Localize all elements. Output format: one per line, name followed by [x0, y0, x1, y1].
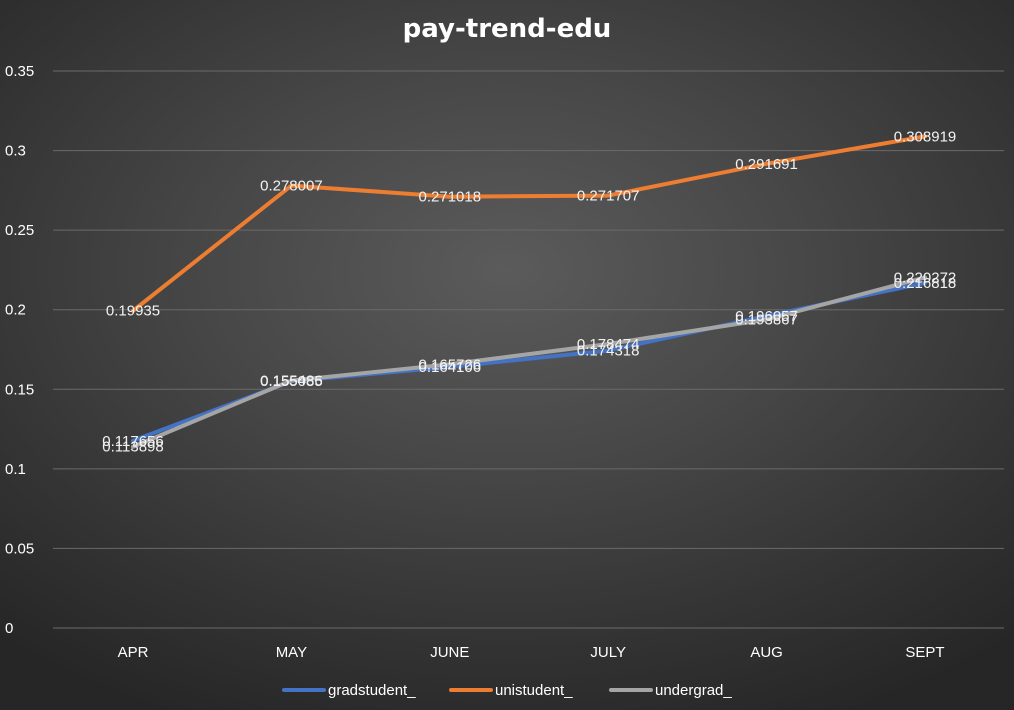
data-labels: 0.117656 0.155085 0.164106 0.174318 0.196057… — [102, 128, 956, 455]
data-label: 0.308919 — [894, 128, 957, 145]
data-label: 0.178474 — [577, 336, 640, 353]
data-label: 0.19935 — [106, 303, 160, 320]
data-label: 0.165726 — [419, 356, 482, 373]
data-label: 0.155085 — [260, 373, 323, 390]
series-lines — [131, 134, 927, 449]
x-tick-label: AUG — [750, 644, 783, 661]
y-tick-label: 0 — [5, 620, 13, 637]
legend-label: undergrad_ — [655, 682, 732, 699]
y-axis-ticks: 0 0.05 0.1 0.15 0.2 0.25 0.3 0.35 — [5, 63, 34, 637]
data-label: 0.113898 — [102, 439, 163, 456]
data-label: 0.216818 — [894, 275, 957, 292]
data-label: 0.220272 — [894, 269, 957, 286]
y-tick-label: 0.35 — [5, 63, 34, 80]
series-line-unistudent — [131, 134, 927, 313]
x-tick-label: JULY — [590, 644, 626, 661]
data-label: 0.193867 — [735, 311, 798, 328]
y-tick-label: 0.1 — [5, 461, 26, 478]
y-tick-label: 0.2 — [5, 302, 26, 319]
data-label: 0.291691 — [735, 156, 798, 173]
gridlines — [53, 70, 1004, 629]
legend-label: unistudent_ — [495, 682, 573, 699]
data-label: 0.164106 — [419, 359, 482, 376]
x-tick-label: JUNE — [430, 644, 469, 661]
data-label: 0.271018 — [419, 189, 482, 206]
x-tick-label: APR — [118, 644, 149, 661]
data-label: 0.278007 — [260, 178, 323, 195]
data-label: 0.271707 — [577, 188, 640, 205]
data-label: 0.196057 — [735, 308, 798, 325]
series-line-undergrad — [131, 275, 927, 449]
y-tick-label: 0.05 — [5, 540, 34, 557]
x-tick-label: SEPT — [905, 644, 944, 661]
y-tick-label: 0.25 — [5, 222, 34, 239]
x-tick-label: MAY — [276, 644, 307, 661]
series-line-gradstudent — [131, 280, 927, 443]
y-tick-label: 0.15 — [5, 381, 34, 398]
legend-label: gradstudent_ — [328, 682, 416, 699]
y-tick-label: 0.3 — [5, 143, 26, 160]
legend: gradstudent_ unistudent_ undergrad_ — [282, 682, 732, 699]
data-label: 0.174318 — [577, 343, 640, 360]
data-label: 0.155486 — [260, 373, 323, 390]
data-label: 0.117656 — [102, 433, 163, 450]
chart-title: pay-trend-edu — [403, 14, 612, 44]
x-axis-ticks: APR MAY JUNE JULY AUG SEPT — [118, 644, 945, 661]
